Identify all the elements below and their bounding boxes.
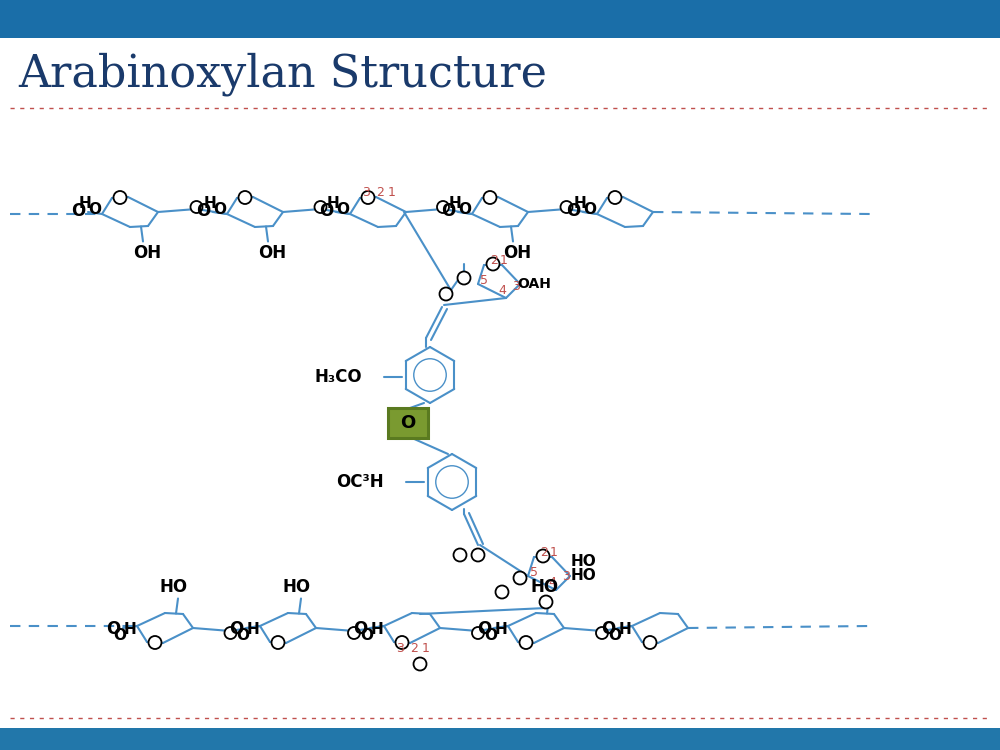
Circle shape: [224, 627, 237, 639]
Text: O: O: [114, 628, 126, 644]
Text: 4: 4: [548, 575, 556, 589]
Circle shape: [190, 201, 202, 213]
Circle shape: [396, 636, 409, 649]
Circle shape: [440, 287, 452, 301]
Circle shape: [437, 201, 449, 213]
Bar: [0, 728, 1000, 750]
Text: H: H: [79, 196, 91, 211]
Text: H: H: [327, 196, 339, 211]
Text: O: O: [336, 202, 350, 217]
Text: O: O: [608, 628, 622, 644]
Text: H: H: [574, 196, 586, 211]
Circle shape: [348, 627, 360, 639]
Text: O: O: [484, 628, 498, 644]
Text: O: O: [458, 202, 472, 217]
Text: O: O: [584, 202, 596, 217]
Text: 3: 3: [396, 641, 404, 655]
Text: HO: HO: [571, 568, 597, 584]
Text: O: O: [360, 628, 374, 644]
Text: O: O: [566, 202, 580, 220]
Text: 5: 5: [530, 566, 538, 578]
Text: OC³H: OC³H: [336, 473, 384, 491]
Circle shape: [454, 548, 466, 562]
Text: H: H: [449, 196, 461, 211]
Text: 1: 1: [422, 641, 430, 655]
Text: H: H: [371, 622, 383, 638]
Text: O: O: [477, 620, 491, 638]
Text: OAH: OAH: [517, 277, 551, 291]
Circle shape: [484, 191, 496, 204]
Text: H: H: [619, 622, 631, 638]
Text: O: O: [229, 620, 243, 638]
Text: O: O: [71, 202, 85, 220]
Circle shape: [496, 586, 509, 598]
Text: O: O: [441, 202, 455, 220]
Text: 3: 3: [512, 280, 520, 292]
Text: O: O: [237, 628, 250, 644]
Text: 3: 3: [562, 571, 570, 584]
Text: O: O: [214, 202, 226, 217]
Text: H₃CO: H₃CO: [314, 368, 362, 386]
Text: OH: OH: [133, 244, 161, 262]
Text: O: O: [353, 620, 367, 638]
Circle shape: [540, 596, 552, 608]
Circle shape: [239, 191, 252, 204]
Circle shape: [148, 636, 162, 649]
Text: O: O: [319, 202, 333, 220]
Circle shape: [362, 191, 374, 204]
Circle shape: [608, 191, 622, 204]
Circle shape: [486, 257, 500, 271]
Text: Arabinoxylan Structure: Arabinoxylan Structure: [18, 52, 547, 96]
Circle shape: [520, 636, 532, 649]
Text: O: O: [400, 414, 416, 432]
Text: OH: OH: [503, 244, 531, 262]
Circle shape: [472, 548, 484, 562]
Text: 1: 1: [388, 185, 396, 199]
Text: HO: HO: [531, 578, 559, 596]
Circle shape: [536, 550, 550, 562]
Circle shape: [596, 627, 608, 639]
Text: 2: 2: [540, 545, 548, 559]
Text: H: H: [124, 622, 136, 638]
Text: 3: 3: [362, 185, 370, 199]
Circle shape: [560, 201, 572, 213]
Text: O: O: [106, 620, 120, 638]
Text: O: O: [601, 620, 615, 638]
Circle shape: [514, 572, 526, 584]
Text: 5: 5: [480, 274, 488, 286]
Text: HO: HO: [283, 578, 311, 596]
Text: OH: OH: [258, 244, 286, 262]
Text: O: O: [88, 202, 102, 217]
Circle shape: [458, 272, 471, 284]
Text: 1: 1: [550, 545, 558, 559]
Text: H: H: [247, 622, 259, 638]
Circle shape: [644, 636, 656, 649]
Text: HO: HO: [571, 554, 597, 569]
Bar: [0, 0, 1000, 38]
Bar: [388, 408, 428, 438]
Text: 2: 2: [410, 641, 418, 655]
Text: 2: 2: [490, 254, 498, 266]
Text: 4: 4: [498, 284, 506, 296]
Text: HO: HO: [160, 578, 188, 596]
Circle shape: [314, 201, 326, 213]
Circle shape: [472, 627, 484, 639]
Text: H: H: [204, 196, 216, 211]
Text: 2: 2: [376, 185, 384, 199]
Text: 1: 1: [500, 254, 508, 266]
Text: H: H: [495, 622, 507, 638]
Circle shape: [272, 636, 285, 649]
Circle shape: [114, 191, 126, 204]
Circle shape: [414, 658, 426, 670]
Text: O: O: [196, 202, 210, 220]
